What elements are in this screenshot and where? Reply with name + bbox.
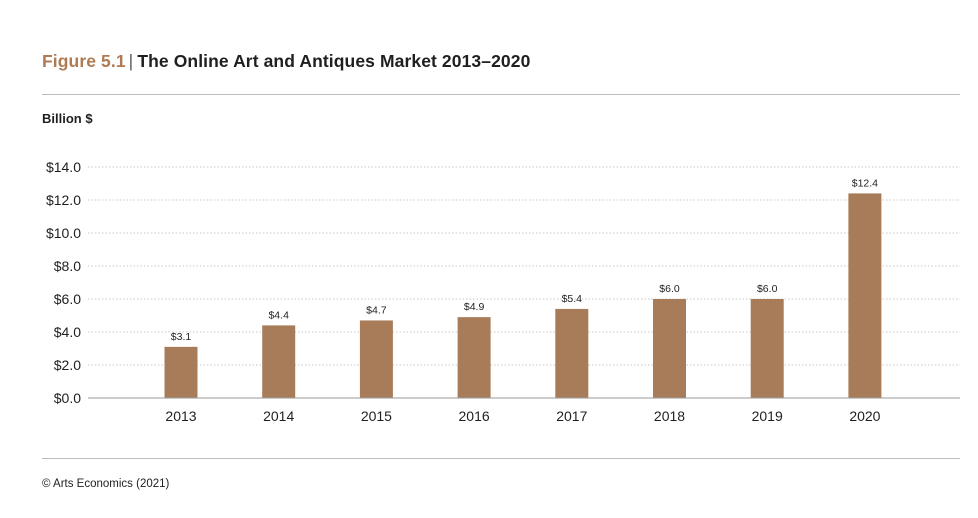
y-tick-label: $12.0 bbox=[46, 192, 81, 208]
bar bbox=[653, 299, 686, 398]
y-tick-label: $10.0 bbox=[46, 225, 81, 241]
data-labels: $3.1 $4.4 $4.7 $4.9 $5.4 $6.0 $6.0 $12.4 bbox=[171, 177, 878, 342]
x-axis-ticks: 2013 2014 2015 2016 2017 2018 2019 2020 bbox=[165, 408, 880, 424]
gridlines bbox=[88, 166, 960, 366]
title-separator: | bbox=[128, 51, 134, 71]
data-label: $4.4 bbox=[268, 309, 289, 321]
bar-chart: $0.0 $2.0 $4.0 $6.0 $8.0 $10.0 $12.0 $14.0 $3.1… bbox=[46, 159, 960, 424]
y-tick-label: $8.0 bbox=[54, 258, 81, 274]
x-tick-label: 2019 bbox=[752, 408, 783, 424]
x-tick-label: 2016 bbox=[459, 408, 490, 424]
x-tick-label: 2020 bbox=[849, 408, 880, 424]
bar bbox=[555, 308, 589, 398]
x-tick-label: 2018 bbox=[654, 408, 685, 424]
x-tick-label: 2015 bbox=[361, 408, 392, 424]
y-tick-label: $2.0 bbox=[54, 357, 81, 373]
x-tick-label: 2017 bbox=[556, 408, 587, 424]
chart-title: The Online Art and Antiques Market 2013–… bbox=[137, 51, 531, 71]
bar bbox=[262, 325, 296, 398]
x-tick-label: 2014 bbox=[263, 408, 294, 424]
y-axis-ticks: $0.0 $2.0 $4.0 $6.0 $8.0 $10.0 $12.0 $14.0 bbox=[46, 159, 81, 406]
bar bbox=[359, 320, 393, 398]
y-tick-label: $0.0 bbox=[54, 390, 81, 406]
figure-number: Figure 5.1 bbox=[42, 51, 126, 71]
data-label: $4.7 bbox=[366, 304, 387, 316]
bar bbox=[848, 193, 882, 398]
bar bbox=[750, 299, 784, 398]
data-label: $3.1 bbox=[171, 331, 192, 343]
bottom-divider bbox=[42, 458, 960, 459]
data-label: $4.9 bbox=[464, 301, 485, 313]
x-tick-label: 2013 bbox=[165, 408, 196, 424]
data-label: $6.0 bbox=[659, 283, 680, 295]
bars bbox=[164, 193, 882, 398]
figure-title: Figure 5.1 | The Online Art and Antiques M… bbox=[42, 51, 530, 72]
source-note: © Arts Economics (2021) bbox=[42, 478, 170, 490]
bar bbox=[457, 317, 491, 398]
y-tick-label: $14.0 bbox=[46, 159, 81, 175]
top-divider bbox=[42, 94, 960, 95]
y-axis-unit-label: Billion $ bbox=[42, 111, 93, 126]
data-label: $5.4 bbox=[562, 293, 583, 305]
y-tick-label: $4.0 bbox=[54, 324, 81, 340]
data-label: $12.4 bbox=[852, 177, 878, 189]
y-tick-label: $6.0 bbox=[54, 291, 81, 307]
bar bbox=[164, 346, 198, 398]
data-label: $6.0 bbox=[757, 283, 778, 295]
